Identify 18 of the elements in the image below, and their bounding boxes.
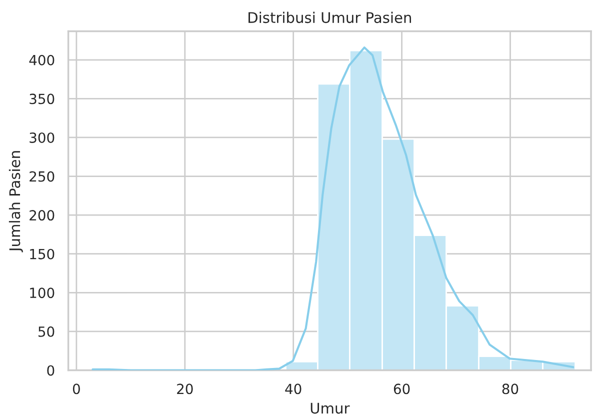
x-axis-title: Umur xyxy=(310,402,350,414)
x-tick-label: 0 xyxy=(72,384,80,394)
y-tick-label: 50 xyxy=(38,326,54,337)
x-tick-label: 80 xyxy=(502,384,518,394)
y-axis-title: Jumlah Pasien xyxy=(8,151,23,252)
y-tick-label: 350 xyxy=(30,94,54,104)
y-tick-label: 300 xyxy=(30,132,54,143)
y-tick-label: 0 xyxy=(47,365,54,376)
y-tick-label: 400 xyxy=(29,54,54,66)
y-tick-label: 200 xyxy=(30,210,54,221)
x-tick-label: 20 xyxy=(177,384,193,394)
y-tick-label: 150 xyxy=(30,248,54,260)
y-tick-label: 250 xyxy=(30,171,54,182)
y-tick-label: 100 xyxy=(30,288,54,298)
chart-title: Distribusi Umur Pasien xyxy=(248,12,411,24)
x-tick-label: 60 xyxy=(394,384,410,394)
x-tick-label: 40 xyxy=(285,384,302,394)
line-series xyxy=(92,46,574,370)
